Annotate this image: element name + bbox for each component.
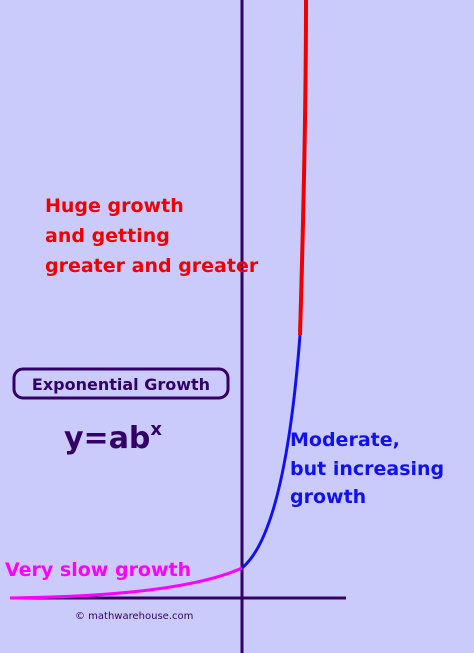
- huge-annotation: Huge growth and getting greater and grea…: [45, 195, 259, 277]
- annotation-line: Moderate,: [290, 429, 400, 451]
- label-box: [12, 367, 230, 400]
- huge-curve: [298, 0, 308, 336]
- annotation-line: growth: [290, 486, 366, 508]
- label-text: Exponential Growth: [32, 375, 210, 394]
- moderate-annotation: Moderate, but increasing growth: [290, 429, 444, 508]
- annotation-line: Huge growth: [45, 195, 184, 217]
- moderate-curve: [241, 334, 302, 570]
- formula-exponent: x: [150, 419, 162, 440]
- credit: © mathwarehouse.com: [75, 611, 193, 622]
- slow-curve: [9, 566, 243, 600]
- annotation-line: and getting: [45, 225, 170, 247]
- annotation-line: but increasing: [290, 458, 444, 480]
- formula-base: y=ab: [64, 421, 150, 456]
- formula: y=abx: [64, 419, 162, 456]
- slow-annotation: Very slow growth: [5, 559, 191, 581]
- annotation-line: greater and greater: [45, 255, 259, 277]
